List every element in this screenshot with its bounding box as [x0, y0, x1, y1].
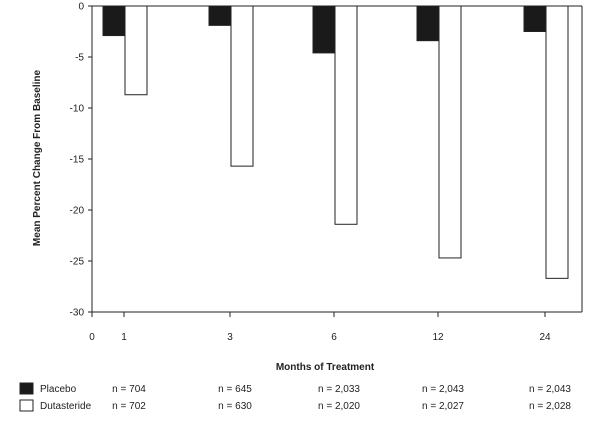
placebo-n-value: n = 2,043 — [422, 384, 464, 395]
dutasteride-n-value: n = 2,020 — [318, 401, 360, 412]
dutasteride-bar — [438, 5, 462, 259]
x-axis-title: Months of Treatment — [276, 362, 375, 373]
placebo-bar — [102, 5, 126, 37]
y-tick-label: 0 — [78, 2, 84, 13]
dutasteride-n-value: n = 630 — [218, 401, 252, 412]
placebo-n-value: n = 2,033 — [318, 384, 360, 395]
x-tick-label: 3 — [227, 332, 233, 343]
placebo-bar — [312, 5, 336, 54]
placebo-bar — [208, 5, 232, 26]
placebo-n-value: n = 645 — [218, 384, 252, 395]
y-tick-label: -20 — [70, 206, 85, 217]
legend: Placebo n = 704 n = 645 n = 2,033 n = 2,043 n… — [19, 382, 571, 412]
dutasteride-n-value: n = 2,028 — [529, 401, 571, 412]
x-tick-label: 1 — [121, 332, 127, 343]
placebo-n-value: n = 704 — [112, 384, 146, 395]
dutasteride-legend-swatch — [19, 399, 34, 412]
x-tick-label: 6 — [331, 332, 337, 343]
placebo-bar — [523, 5, 547, 32]
y-tick-label: -30 — [70, 308, 85, 319]
y-tick-label: -25 — [70, 257, 85, 268]
y-axis-title: Mean Percent Change From Baseline — [32, 69, 43, 246]
placebo-bar — [416, 5, 440, 42]
dutasteride-bar — [545, 5, 569, 279]
dutasteride-bar — [230, 5, 254, 167]
dutasteride-bar — [124, 5, 148, 96]
y-tick-label: -10 — [70, 104, 85, 115]
x-tick-label: 0 — [89, 332, 95, 343]
x-tick-label: 12 — [432, 332, 444, 343]
dutasteride-legend-label: Dutasteride — [40, 401, 92, 412]
dutasteride-n-value: n = 702 — [112, 401, 146, 412]
dutasteride-bar — [334, 5, 358, 225]
y-tick-label: -5 — [75, 53, 84, 64]
placebo-legend-swatch — [19, 382, 34, 395]
y-tick-label: -15 — [70, 155, 85, 166]
placebo-n-value: n = 2,043 — [529, 384, 571, 395]
plot-area: 0 -5 -10 -15 -20 -25 -30 0 1 3 6 12 24 — [70, 2, 583, 343]
placebo-legend-label: Placebo — [40, 384, 77, 395]
dutasteride-n-value: n = 2,027 — [422, 401, 464, 412]
x-tick-label: 24 — [539, 332, 551, 343]
